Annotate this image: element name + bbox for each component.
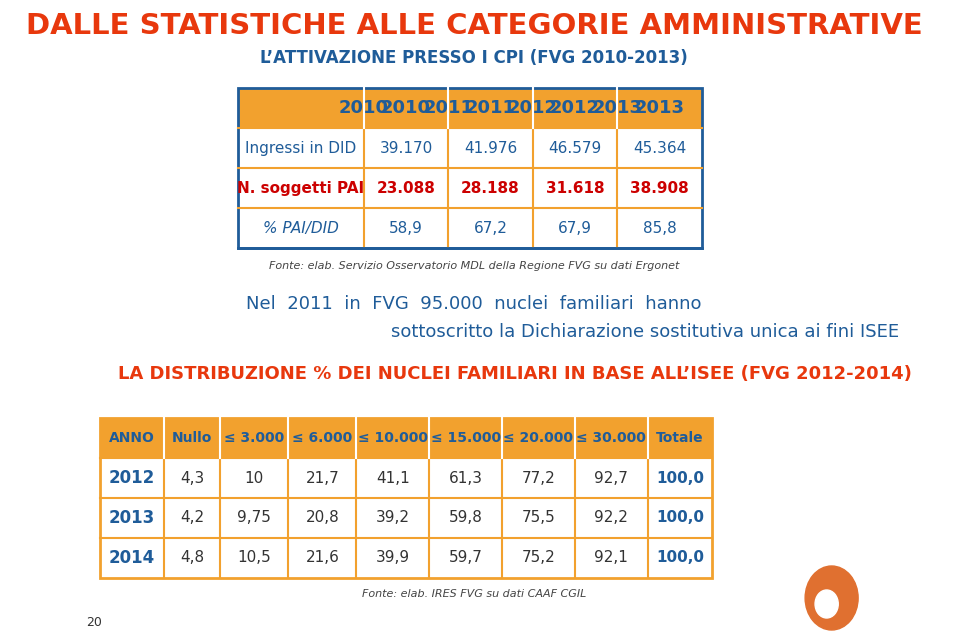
Text: Fonte: elab. IRES FVG su dati CAAF CGIL: Fonte: elab. IRES FVG su dati CAAF CGIL bbox=[362, 589, 586, 599]
Text: ≤ 20.000: ≤ 20.000 bbox=[503, 431, 573, 445]
Text: L’ATTIVAZIONE PRESSO I CPI (FVG 2010-2013): L’ATTIVAZIONE PRESSO I CPI (FVG 2010-201… bbox=[260, 49, 687, 67]
Text: 100,0: 100,0 bbox=[656, 510, 704, 526]
Text: 58,9: 58,9 bbox=[389, 220, 423, 236]
Text: 2011: 2011 bbox=[423, 99, 473, 117]
Text: ≤ 15.000: ≤ 15.000 bbox=[430, 431, 501, 445]
Text: 39.170: 39.170 bbox=[379, 141, 433, 155]
Text: ≤ 3.000: ≤ 3.000 bbox=[225, 431, 284, 445]
Text: 39,9: 39,9 bbox=[375, 550, 410, 566]
Text: sottoscritto la Dichiarazione sostitutiva unica ai fini ISEE: sottoscritto la Dichiarazione sostitutiv… bbox=[391, 323, 900, 341]
Text: 2013: 2013 bbox=[108, 509, 155, 527]
Text: 77,2: 77,2 bbox=[521, 471, 555, 485]
Text: 75,5: 75,5 bbox=[521, 510, 555, 526]
Text: 2014: 2014 bbox=[108, 549, 155, 567]
Bar bbox=[100, 418, 712, 458]
Text: 41.976: 41.976 bbox=[464, 141, 517, 155]
Text: ≤ 10.000: ≤ 10.000 bbox=[358, 431, 428, 445]
Text: 4,8: 4,8 bbox=[180, 550, 204, 566]
Bar bbox=[238, 88, 702, 248]
Text: 85,8: 85,8 bbox=[642, 220, 676, 236]
Text: 38.908: 38.908 bbox=[630, 180, 688, 196]
Text: ≤ 30.000: ≤ 30.000 bbox=[576, 431, 646, 445]
Circle shape bbox=[815, 590, 838, 618]
Text: Nel  2011  in  FVG  95.000  nuclei  familiari  hanno: Nel 2011 in FVG 95.000 nuclei familiari … bbox=[246, 295, 702, 313]
Bar bbox=[100, 418, 712, 578]
Text: LA DISTRIBUZIONE % DEI NUCLEI FAMILIARI IN BASE ALL’ISEE (FVG 2012-2014): LA DISTRIBUZIONE % DEI NUCLEI FAMILIARI … bbox=[118, 365, 912, 383]
Bar bbox=[238, 128, 702, 168]
Text: 2013: 2013 bbox=[635, 99, 684, 117]
Text: Ingressi in DID: Ingressi in DID bbox=[245, 141, 356, 155]
Bar bbox=[100, 538, 712, 578]
Text: 41,1: 41,1 bbox=[376, 471, 410, 485]
Text: 92,1: 92,1 bbox=[594, 550, 628, 566]
Text: 20: 20 bbox=[86, 615, 102, 629]
Text: 2011: 2011 bbox=[466, 99, 516, 117]
Text: 31.618: 31.618 bbox=[545, 180, 604, 196]
Text: Totale: Totale bbox=[657, 431, 704, 445]
Text: 2013: 2013 bbox=[592, 99, 642, 117]
Text: ANNO: ANNO bbox=[108, 431, 155, 445]
Bar bbox=[100, 498, 712, 538]
Text: 46.579: 46.579 bbox=[548, 141, 602, 155]
Text: % PAI/DID: % PAI/DID bbox=[263, 220, 339, 236]
Text: N. soggetti PAI: N. soggetti PAI bbox=[237, 180, 365, 196]
Text: 59,8: 59,8 bbox=[448, 510, 483, 526]
Text: 2010: 2010 bbox=[339, 99, 389, 117]
Text: Nullo: Nullo bbox=[172, 431, 212, 445]
Bar bbox=[238, 88, 702, 128]
Text: 2012: 2012 bbox=[508, 99, 558, 117]
Text: 2012: 2012 bbox=[550, 99, 600, 117]
Text: 39,2: 39,2 bbox=[375, 510, 410, 526]
Text: 2012: 2012 bbox=[108, 469, 155, 487]
Text: ≤ 6.000: ≤ 6.000 bbox=[292, 431, 352, 445]
Text: 75,2: 75,2 bbox=[521, 550, 555, 566]
Text: 100,0: 100,0 bbox=[656, 550, 704, 566]
Text: IRES: IRES bbox=[825, 592, 846, 601]
Text: 59,7: 59,7 bbox=[448, 550, 483, 566]
Text: 61,3: 61,3 bbox=[448, 471, 483, 485]
Text: 9,75: 9,75 bbox=[237, 510, 272, 526]
Text: 67,9: 67,9 bbox=[558, 220, 592, 236]
Text: 28.188: 28.188 bbox=[461, 180, 519, 196]
Text: 45.364: 45.364 bbox=[633, 141, 686, 155]
Circle shape bbox=[805, 566, 858, 630]
Text: 21,7: 21,7 bbox=[305, 471, 339, 485]
Bar bbox=[238, 168, 702, 208]
Text: 92,2: 92,2 bbox=[594, 510, 628, 526]
Text: 10: 10 bbox=[245, 471, 264, 485]
Text: 67,2: 67,2 bbox=[473, 220, 508, 236]
Text: 2010: 2010 bbox=[381, 99, 431, 117]
Text: 100,0: 100,0 bbox=[656, 471, 704, 485]
Text: 20,8: 20,8 bbox=[305, 510, 339, 526]
Text: DALLE STATISTICHE ALLE CATEGORIE AMMINISTRATIVE: DALLE STATISTICHE ALLE CATEGORIE AMMINIS… bbox=[26, 12, 923, 40]
Text: 10,5: 10,5 bbox=[237, 550, 272, 566]
Text: 4,3: 4,3 bbox=[180, 471, 204, 485]
Text: 23.088: 23.088 bbox=[376, 180, 436, 196]
Bar bbox=[238, 208, 702, 248]
Text: 92,7: 92,7 bbox=[594, 471, 628, 485]
Bar bbox=[100, 458, 712, 498]
Text: 4,2: 4,2 bbox=[180, 510, 204, 526]
Text: Fonte: elab. Servizio Osservatorio MDL della Regione FVG su dati Ergonet: Fonte: elab. Servizio Osservatorio MDL d… bbox=[269, 261, 679, 271]
Text: 21,6: 21,6 bbox=[305, 550, 339, 566]
